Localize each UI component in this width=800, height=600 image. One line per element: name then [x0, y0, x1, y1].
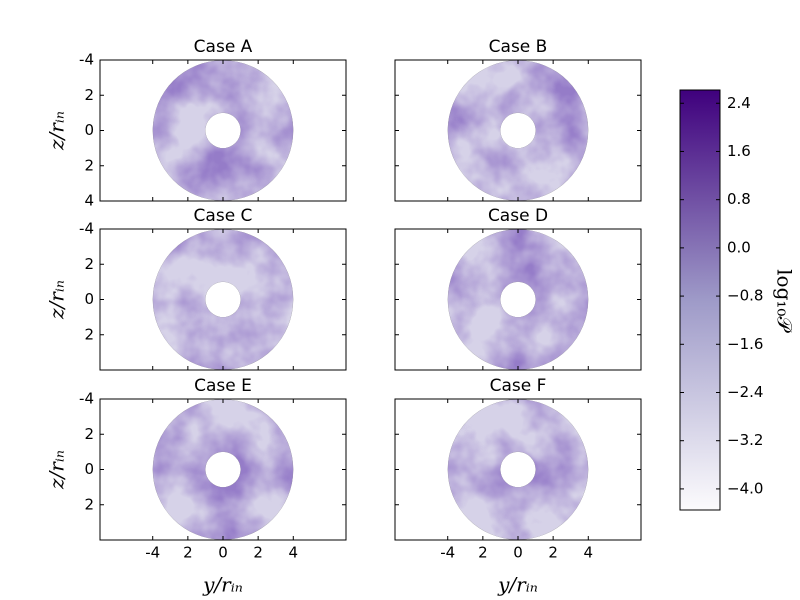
y-tick-label: 2 [84, 86, 94, 104]
panel-title: Case F [490, 376, 547, 396]
colorbar-tick-label: −0.8 [727, 287, 763, 305]
annulus-image [152, 229, 294, 370]
x-tick-label: 4 [289, 544, 299, 562]
x-tick-label: -4 [145, 544, 160, 562]
x-axis-label: y/rᵢₙ [202, 573, 243, 597]
colorbar [679, 89, 721, 511]
y-tick-label: -4 [79, 390, 94, 408]
x-tick-label: 2 [548, 544, 558, 562]
y-tick-label: 4 [84, 192, 94, 210]
colorbar-tick-label: 0.8 [727, 190, 751, 208]
y-axis-label: z/rᵢₙ [45, 111, 69, 151]
annulus-image [447, 399, 589, 540]
annulus-image [152, 60, 294, 201]
colorbar-tick-label: 2.4 [727, 94, 751, 112]
colorbar-tick-label: −3.2 [727, 431, 763, 449]
y-tick-label: 2 [84, 495, 94, 513]
x-tick-label: 2 [183, 544, 193, 562]
x-tick-label: 2 [253, 544, 263, 562]
colorbar-tick-label: 1.6 [727, 142, 751, 160]
colorbar-tick-label: −2.4 [727, 383, 763, 401]
colorbar-label: log₁₀𝒫 [773, 269, 797, 333]
y-tick-label: 0 [84, 460, 94, 478]
y-tick-label: 2 [84, 325, 94, 343]
y-tick-label: 2 [84, 255, 94, 273]
colorbar-tick-label: −1.6 [727, 335, 763, 353]
x-tick-label: 2 [478, 544, 488, 562]
x-tick-label: 0 [218, 544, 228, 562]
annulus-image [152, 399, 294, 540]
y-tick-label: 2 [84, 156, 94, 174]
y-tick-label: -4 [79, 51, 94, 69]
panel-title: Case D [488, 206, 548, 226]
x-tick-label: 0 [513, 544, 523, 562]
x-tick-label: -4 [440, 544, 455, 562]
annulus-image [447, 229, 589, 370]
annulus-image [447, 60, 589, 201]
colorbar-tick-label: −4.0 [727, 479, 763, 497]
panel-title: Case A [194, 37, 253, 57]
y-tick-label: 0 [84, 121, 94, 139]
panel-title: Case C [194, 206, 253, 226]
panel-title: Case E [194, 376, 252, 396]
y-axis-label: z/rᵢₙ [45, 280, 69, 320]
y-axis-label: z/rᵢₙ [45, 450, 69, 490]
x-axis-label: y/rᵢₙ [497, 573, 538, 597]
panel-title: Case B [489, 37, 548, 57]
y-tick-label: 2 [84, 425, 94, 443]
colorbar-tick-label: 0.0 [727, 238, 751, 256]
x-tick-label: 4 [584, 544, 594, 562]
y-tick-label: 0 [84, 290, 94, 308]
y-tick-label: -4 [79, 220, 94, 238]
